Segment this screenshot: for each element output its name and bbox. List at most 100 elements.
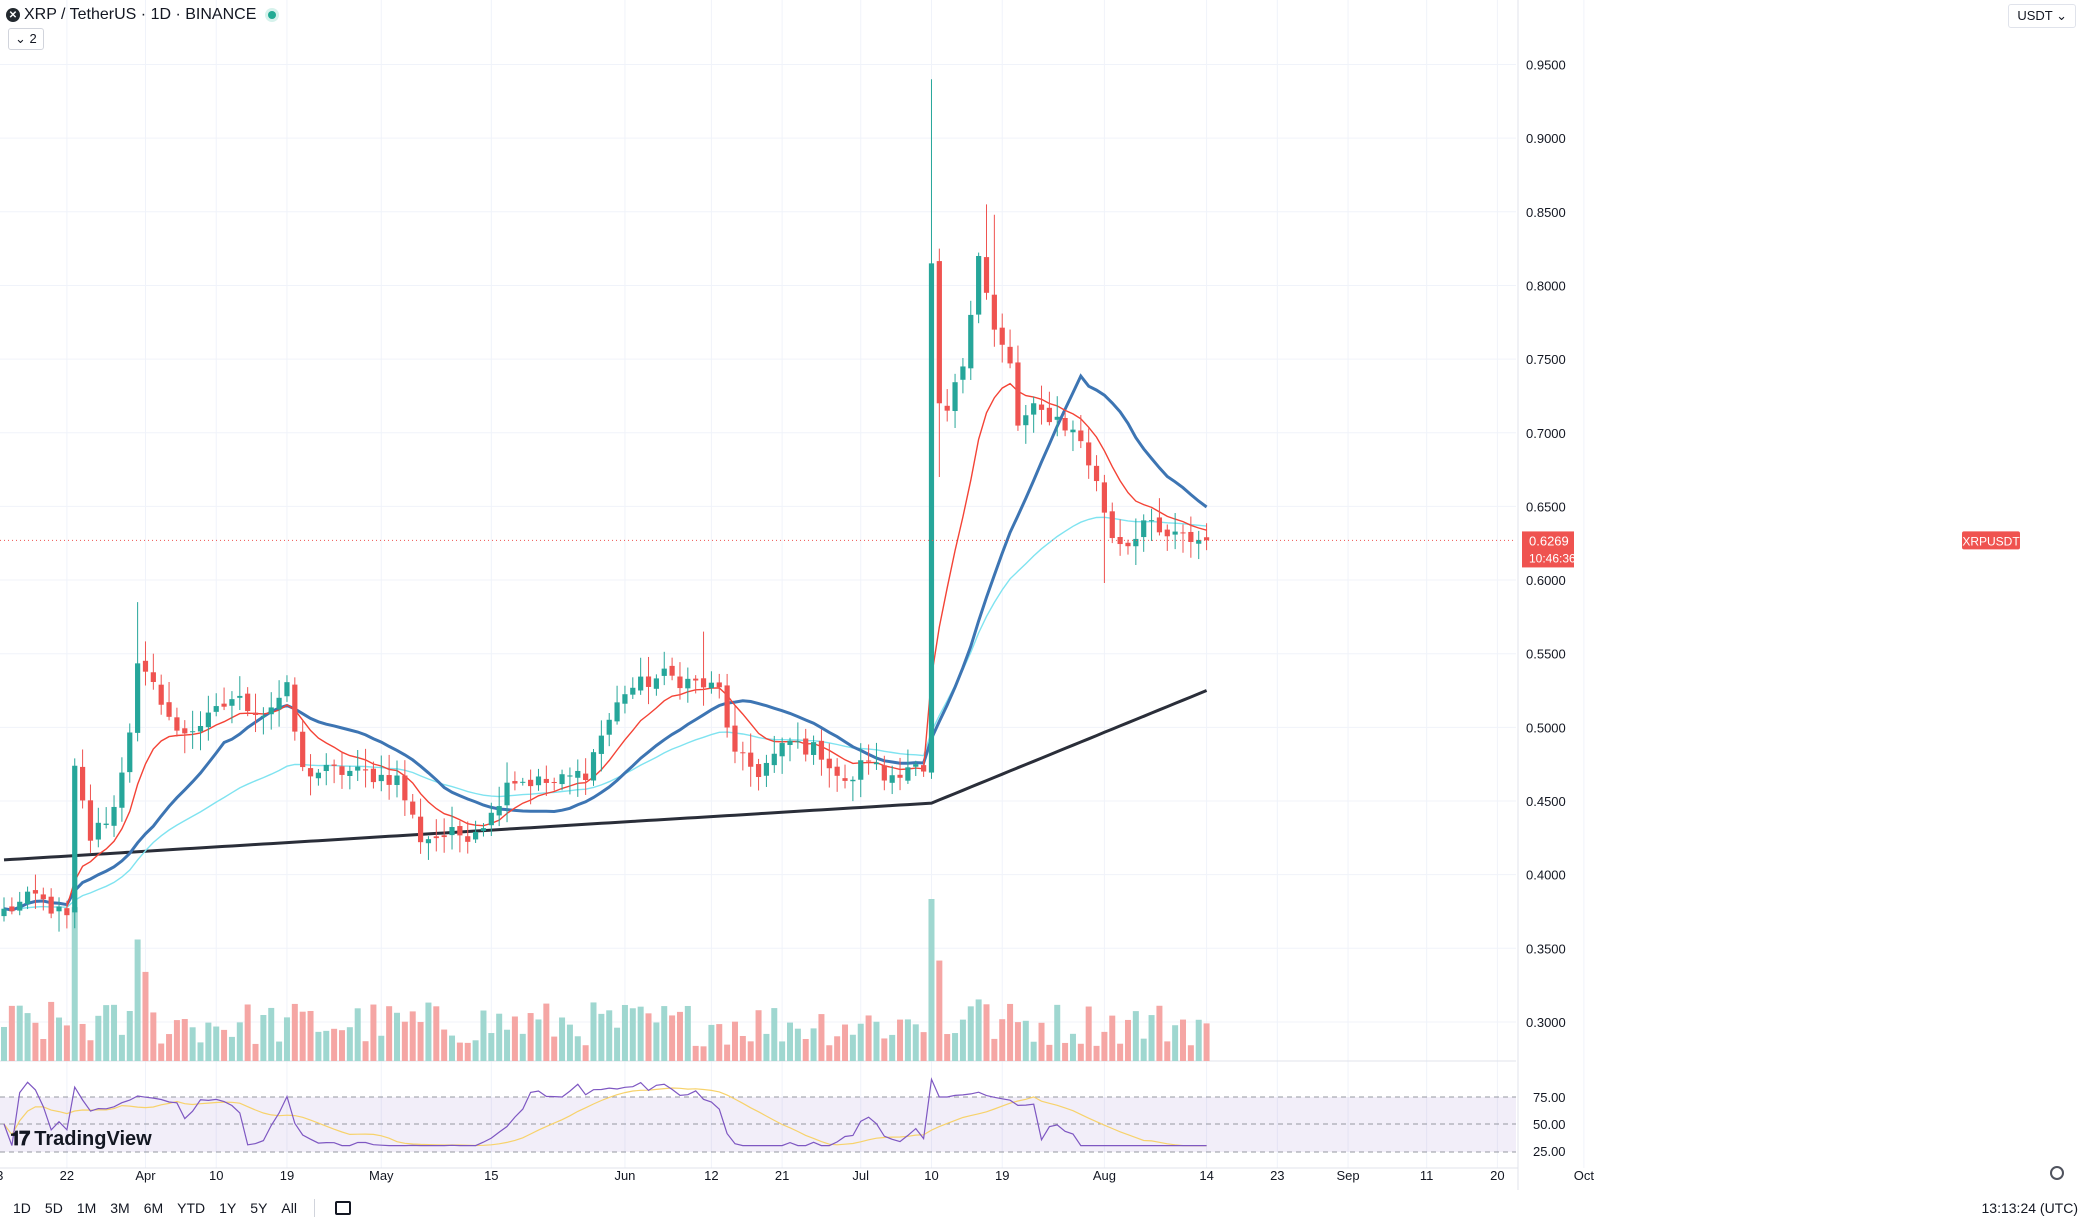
candle-body[interactable] — [1133, 538, 1139, 547]
candle-body[interactable] — [119, 772, 125, 808]
candle-body[interactable] — [1156, 517, 1163, 533]
candle-body[interactable] — [543, 778, 549, 783]
candle-body[interactable] — [158, 684, 164, 705]
candle-body[interactable] — [614, 702, 620, 722]
candle-body[interactable] — [80, 766, 86, 801]
candle-body[interactable] — [40, 894, 46, 900]
candle-body[interactable] — [410, 801, 416, 815]
candle-body[interactable] — [1054, 416, 1060, 420]
candle-body[interactable] — [724, 685, 730, 728]
candle-body[interactable] — [87, 800, 94, 841]
candle-body[interactable] — [221, 703, 227, 707]
candle-body[interactable] — [818, 740, 825, 760]
candle-body[interactable] — [1078, 430, 1084, 442]
candle-body[interactable] — [496, 806, 502, 816]
candle-body[interactable] — [528, 779, 534, 787]
range-3m-button[interactable]: 3M — [110, 1200, 130, 1216]
candle-body[interactable] — [567, 775, 573, 777]
candle-body[interactable] — [645, 676, 652, 687]
candle-body[interactable] — [339, 766, 345, 775]
candle-body[interactable] — [17, 901, 23, 911]
candle-body[interactable] — [512, 781, 518, 784]
candle-body[interactable] — [1038, 404, 1045, 410]
range-5y-button[interactable]: 5Y — [250, 1200, 268, 1216]
candle-body[interactable] — [952, 382, 958, 412]
candle-body[interactable] — [362, 769, 369, 771]
range-1y-button[interactable]: 1Y — [219, 1200, 237, 1216]
candle-body[interactable] — [669, 665, 675, 676]
candle-body[interactable] — [252, 712, 259, 715]
candle-body[interactable] — [213, 706, 219, 712]
utc-clock[interactable]: 13:13:24 (UTC) — [1981, 1200, 2078, 1216]
candle-body[interactable] — [315, 772, 321, 779]
candle-body[interactable] — [575, 770, 581, 778]
candle-body[interactable] — [795, 741, 801, 743]
candle-body[interactable] — [433, 836, 439, 839]
candle-body[interactable] — [732, 725, 738, 752]
calendar-icon[interactable] — [334, 1201, 351, 1215]
candle-body[interactable] — [559, 774, 565, 785]
candle-body[interactable] — [834, 766, 840, 776]
candle-body[interactable] — [1196, 539, 1202, 544]
candle-body[interactable] — [944, 405, 950, 411]
candle-body[interactable] — [976, 255, 982, 315]
candle-body[interactable] — [449, 827, 455, 836]
candle-body[interactable] — [174, 717, 180, 731]
candle-body[interactable] — [1023, 415, 1029, 426]
candle-body[interactable] — [394, 775, 400, 786]
candle-body[interactable] — [347, 770, 353, 777]
candle-body[interactable] — [873, 762, 880, 765]
candle-body[interactable] — [441, 835, 447, 838]
candle-body[interactable] — [284, 682, 290, 697]
candle-body[interactable] — [276, 697, 282, 710]
candle-body[interactable] — [677, 676, 683, 689]
candle-body[interactable] — [661, 668, 667, 676]
candle-body[interactable] — [111, 806, 117, 826]
settings-gear-icon[interactable] — [2050, 1166, 2064, 1180]
candle-body[interactable] — [999, 327, 1005, 345]
candle-body[interactable] — [968, 314, 974, 369]
candle-body[interactable] — [842, 778, 848, 781]
candle-body[interactable] — [32, 890, 39, 894]
range-5d-button[interactable]: 5D — [44, 1200, 63, 1216]
candle-body[interactable] — [1125, 542, 1131, 547]
candle-body[interactable] — [1172, 531, 1178, 535]
candle-body[interactable] — [307, 768, 314, 777]
candle-body[interactable] — [590, 752, 597, 781]
candle-body[interactable] — [763, 762, 770, 776]
candle-body[interactable] — [787, 740, 793, 745]
candle-body[interactable] — [166, 702, 172, 717]
candle-body[interactable] — [755, 764, 762, 778]
candle-body[interactable] — [771, 753, 777, 766]
candle-body[interactable] — [779, 743, 785, 757]
currency-select[interactable]: USDT ⌄ — [2008, 4, 2076, 28]
candle-body[interactable] — [1015, 362, 1021, 426]
candle-body[interactable] — [103, 823, 109, 825]
symbol-header[interactable]: ✕ XRP / TetherUS · 1D · BINANCE — [6, 4, 277, 26]
candle-body[interactable] — [229, 699, 235, 706]
candle-body[interactable] — [803, 738, 809, 755]
candle-body[interactable] — [378, 774, 384, 782]
candle-body[interactable] — [1, 908, 7, 917]
candle-body[interactable] — [1093, 465, 1100, 482]
candle-body[interactable] — [866, 760, 872, 762]
range-6m-button[interactable]: 6M — [143, 1200, 164, 1216]
candle-body[interactable] — [260, 715, 266, 717]
candle-body[interactable] — [182, 728, 188, 734]
candle-body[interactable] — [638, 676, 644, 691]
candle-body[interactable] — [504, 782, 510, 806]
candle-body[interactable] — [1148, 520, 1155, 522]
range-1d-button[interactable]: 1D — [13, 1200, 31, 1216]
candle-body[interactable] — [127, 732, 133, 773]
candle-body[interactable] — [1031, 403, 1037, 415]
candle-body[interactable] — [268, 707, 274, 715]
candle-body[interactable] — [685, 678, 691, 689]
candle-body[interactable] — [197, 725, 204, 732]
candle-body[interactable] — [24, 891, 31, 904]
candle-body[interactable] — [95, 822, 101, 840]
candle-body[interactable] — [928, 263, 935, 773]
candle-body[interactable] — [1141, 520, 1147, 538]
candle-body[interactable] — [983, 257, 990, 293]
candle-body[interactable] — [850, 779, 856, 782]
